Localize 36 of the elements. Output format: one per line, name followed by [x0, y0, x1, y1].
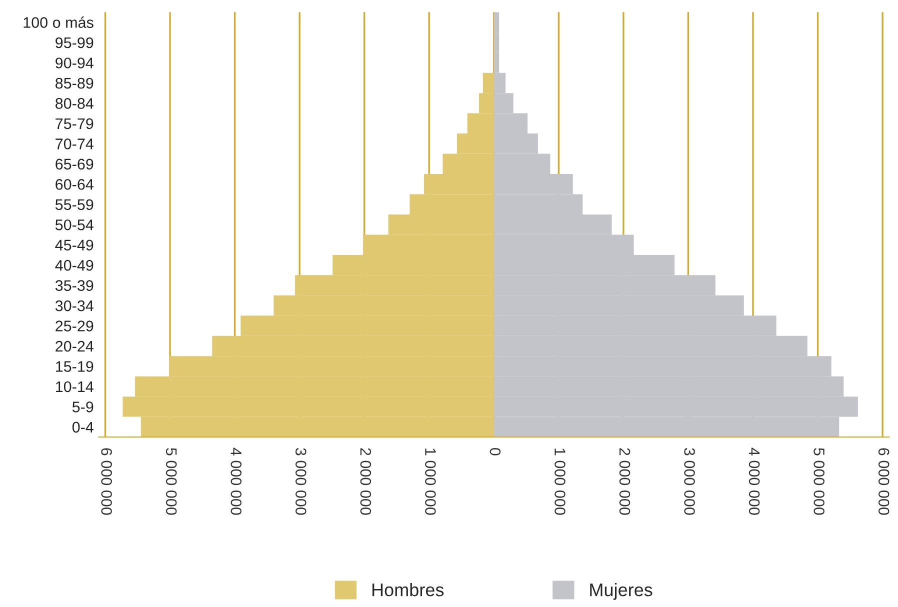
x-tick-label: 3 000 000: [684, 448, 695, 515]
y-tick-label: 10-14: [56, 381, 94, 392]
x-tick-label: 2 000 000: [619, 448, 630, 515]
x-tick-label: 6 000 000: [101, 448, 112, 515]
y-tick-label: 25-29: [56, 320, 94, 332]
x-tick-label: 0: [490, 448, 501, 456]
x-tick-label: 5 000 000: [166, 448, 177, 515]
y-tick-label: 90-94: [56, 58, 94, 68]
y-tick-label: 35-39: [55, 280, 94, 291]
y-tick-label: 75-79: [56, 118, 94, 130]
legend-label: Mujeres: [590, 583, 652, 600]
x-tick-label: 3 000 000: [295, 448, 306, 515]
y-tick-label: 30-34: [55, 300, 94, 312]
x-tick-label: 5 000 000: [814, 448, 824, 515]
x-tick-label: 6 000 000: [878, 448, 890, 515]
y-tick-label: 95-99: [56, 37, 94, 48]
x-tick-label: 2 000 000: [360, 448, 372, 515]
y-tick-label: 80-84: [56, 98, 94, 109]
y-tick-label: 65-69: [56, 158, 94, 170]
y-tick-label: 60-64: [56, 178, 94, 190]
y-tick-label: 45-49: [55, 240, 94, 251]
y-tick-label: 70-74: [56, 138, 94, 150]
x-tick-label: 4 000 000: [748, 448, 760, 515]
y-tick-label: 55-59: [55, 199, 94, 210]
y-tick-label: 0-4: [72, 422, 94, 433]
x-tick-label: 4 000 000: [230, 448, 242, 515]
y-tick-label: 50-54: [55, 219, 94, 230]
y-tick-label: 40-49: [55, 260, 94, 271]
y-tick-label: 15-19: [56, 361, 94, 372]
x-tick-label: 1 000 000: [425, 448, 436, 515]
y-tick-label: 100 o más: [24, 16, 94, 28]
x-tick-label: 1 000 000: [554, 448, 566, 515]
y-tick-label: 5-9: [72, 402, 94, 412]
legend-label: Hombres: [372, 583, 444, 596]
y-tick-label: 85-89: [56, 78, 94, 89]
y-tick-label: 20-24: [56, 340, 94, 352]
